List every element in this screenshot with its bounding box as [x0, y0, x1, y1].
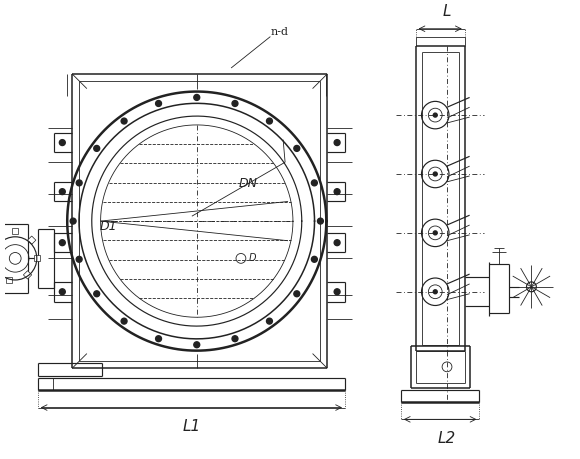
- Circle shape: [311, 180, 317, 186]
- Circle shape: [76, 180, 82, 186]
- Bar: [34, 256, 40, 261]
- Circle shape: [94, 291, 100, 297]
- Circle shape: [266, 318, 273, 324]
- Circle shape: [433, 231, 437, 235]
- Circle shape: [317, 218, 324, 224]
- Circle shape: [311, 257, 317, 262]
- Circle shape: [121, 118, 127, 124]
- Circle shape: [76, 257, 82, 262]
- Text: DN: DN: [238, 177, 258, 190]
- Circle shape: [433, 290, 437, 294]
- Bar: [12, 228, 18, 234]
- Circle shape: [294, 291, 300, 297]
- Text: L2: L2: [438, 431, 456, 446]
- Circle shape: [155, 336, 161, 341]
- Text: D1: D1: [100, 219, 117, 233]
- Text: D: D: [249, 253, 256, 263]
- Bar: [6, 277, 12, 283]
- Circle shape: [194, 342, 200, 348]
- Circle shape: [433, 172, 437, 176]
- Text: L1: L1: [182, 420, 201, 434]
- Circle shape: [59, 289, 66, 295]
- Circle shape: [433, 113, 437, 117]
- Circle shape: [59, 240, 66, 246]
- Circle shape: [266, 118, 273, 124]
- Circle shape: [59, 140, 66, 146]
- Circle shape: [334, 240, 340, 246]
- Circle shape: [334, 189, 340, 195]
- Bar: [23, 271, 32, 279]
- Circle shape: [334, 289, 340, 295]
- Circle shape: [194, 95, 200, 101]
- Circle shape: [232, 101, 238, 106]
- Circle shape: [294, 146, 300, 151]
- Circle shape: [232, 336, 238, 341]
- Text: L: L: [443, 4, 451, 19]
- Circle shape: [94, 146, 100, 151]
- Bar: [0, 232, 1, 240]
- Circle shape: [59, 189, 66, 195]
- Circle shape: [334, 140, 340, 146]
- Text: n-d: n-d: [270, 27, 288, 37]
- Circle shape: [121, 318, 127, 324]
- Circle shape: [70, 218, 76, 224]
- Bar: [27, 236, 36, 244]
- Circle shape: [155, 101, 161, 106]
